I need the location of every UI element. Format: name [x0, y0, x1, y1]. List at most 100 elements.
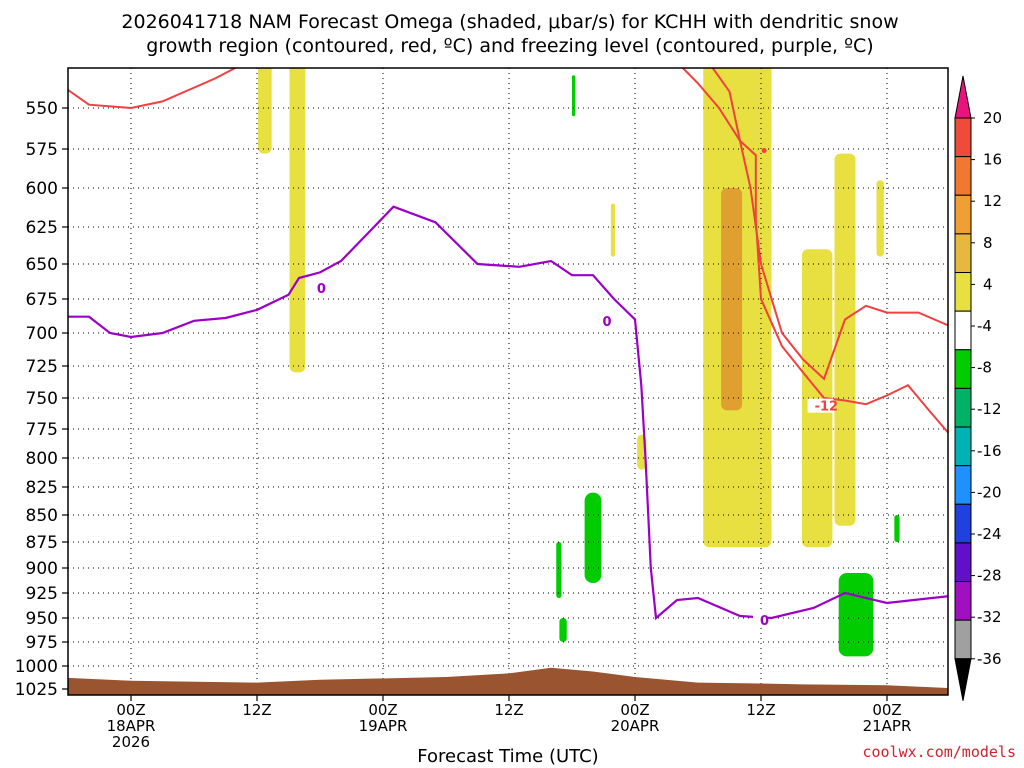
dendritic-contour-right: [681, 68, 948, 435]
omega-positive-region: [876, 180, 884, 257]
y-tick-label: 900: [26, 559, 58, 579]
colorbar-box: [954, 156, 972, 196]
y-tick-label: 675: [26, 290, 58, 310]
y-tick-label: 575: [26, 140, 58, 160]
contour-label: 0: [603, 315, 612, 330]
colorbar-label: -32: [977, 608, 1002, 626]
x-tick-label: 12Z: [494, 701, 523, 719]
colorbar-box: [954, 387, 972, 428]
y-tick-label: 1000: [15, 657, 58, 677]
y-tick-label: 650: [26, 255, 58, 275]
colorbar-label: -4: [977, 317, 992, 335]
terrain-fill: [68, 667, 948, 695]
credit-text: coolwx.com/models: [862, 743, 1016, 761]
y-tick-label: 850: [26, 506, 58, 526]
x-tick-label: 2026: [112, 733, 150, 751]
contour-label-bg: [753, 612, 767, 627]
y-tick-label: 825: [26, 478, 58, 498]
omega-shading: [258, 68, 900, 657]
y-tick-label: 625: [26, 218, 58, 238]
contour-label-bg: [309, 281, 324, 296]
y-tick-label: 700: [26, 324, 58, 344]
dendritic-contour-left: [68, 68, 238, 110]
chart-title-line2: growth region (contoured, red, ºC) and f…: [146, 35, 873, 57]
omega-negative-region: [838, 573, 874, 657]
colorbar-box: [954, 503, 972, 544]
y-tick-label: 950: [26, 609, 58, 629]
omega-negative-region: [584, 492, 602, 583]
colorbar-label: -16: [977, 442, 1002, 460]
colorbar-box: [954, 581, 972, 621]
contour-label: 0: [317, 282, 326, 297]
colorbar-label: -20: [977, 483, 1002, 501]
colorbar-box: [954, 233, 972, 274]
colorbar-label: -24: [977, 525, 1002, 543]
colorbar-label: -36: [977, 650, 1002, 668]
colorbar-box: [954, 465, 972, 505]
colorbar: 20 16 12 8 4 -4 -8 -12 -16 -20 -24 -28 -32 -36: [954, 75, 1002, 701]
contour-lines: 0 0 0 -12: [68, 68, 948, 629]
dendritic-point: [761, 148, 767, 154]
omega-positive-region: [834, 153, 856, 526]
colorbar-box: [954, 272, 972, 312]
x-axis-label: Forecast Time (UTC): [417, 746, 598, 767]
colorbar-label: 12: [983, 192, 1002, 210]
colorbar-label: -8: [977, 359, 992, 377]
dendritic-contour-upper: [711, 68, 948, 381]
y-tick-label: 550: [26, 99, 58, 119]
omega-negative-region: [572, 75, 576, 117]
y-tick-label: 600: [26, 179, 58, 199]
y-tick-label: 800: [26, 449, 58, 469]
chart-title-line1: 2026041718 NAM Forecast Omega (shaded, μ…: [121, 11, 898, 33]
omega-positive-region: [801, 249, 833, 548]
colorbar-box: [954, 426, 972, 467]
y-tick-label: 1025: [15, 680, 58, 700]
contour-label: -12: [815, 400, 839, 415]
x-tick-label: 12Z: [746, 701, 775, 719]
y-tick-label: 750: [26, 389, 58, 409]
omega-negative-region: [894, 515, 900, 542]
y-tick-label: 875: [26, 533, 58, 553]
colorbar-top-triangle: [954, 75, 972, 119]
contour-label: 0: [760, 614, 769, 629]
colorbar-label: -12: [977, 400, 1002, 418]
x-tick-label: 21APR: [863, 717, 912, 735]
freezing-level-contour: [68, 205, 948, 621]
colorbar-box: [954, 310, 972, 351]
colorbar-box: [954, 117, 972, 158]
colorbar-bottom-triangle: [954, 658, 972, 701]
colorbar-label: 8: [983, 234, 993, 252]
y-tick-label: 775: [26, 420, 58, 440]
x-tick-label: 00Z: [368, 701, 397, 719]
colorbar-label: 4: [983, 275, 993, 293]
y-tick-label: 925: [26, 584, 58, 604]
omega-positive-region: [610, 203, 616, 257]
x-tick-label: 18APR: [107, 717, 156, 735]
y-axis-ticks: 550 575 600 625 650 675 700 725 750 775 800 825 850 8…: [15, 99, 68, 700]
x-tick-label: 19APR: [359, 717, 408, 735]
colorbar-box: [954, 194, 972, 235]
omega-positive-region: [289, 68, 306, 373]
omega-negative-region: [559, 618, 567, 642]
plot-frame: [67, 67, 949, 696]
x-tick-label: 00Z: [116, 701, 145, 719]
x-tick-label: 12Z: [242, 701, 271, 719]
contour-label-bg: [595, 314, 610, 329]
x-tick-label: 00Z: [620, 701, 649, 719]
y-tick-label: 975: [26, 633, 58, 653]
omega-positive-region: [258, 68, 272, 154]
colorbar-box: [954, 619, 972, 660]
colorbar-label: -28: [977, 567, 1002, 585]
x-tick-label: 20APR: [611, 717, 660, 735]
colorbar-label: 20: [983, 109, 1002, 127]
omega-positive-region: [721, 188, 743, 411]
plot-area: 0 0 0 -12: [67, 67, 949, 696]
colorbar-label: 16: [983, 151, 1002, 169]
terrain-area: [68, 667, 948, 695]
plot-background: [68, 68, 948, 695]
colorbar-box: [954, 349, 972, 389]
grid-lines: [68, 68, 948, 695]
y-tick-label: 725: [26, 357, 58, 377]
